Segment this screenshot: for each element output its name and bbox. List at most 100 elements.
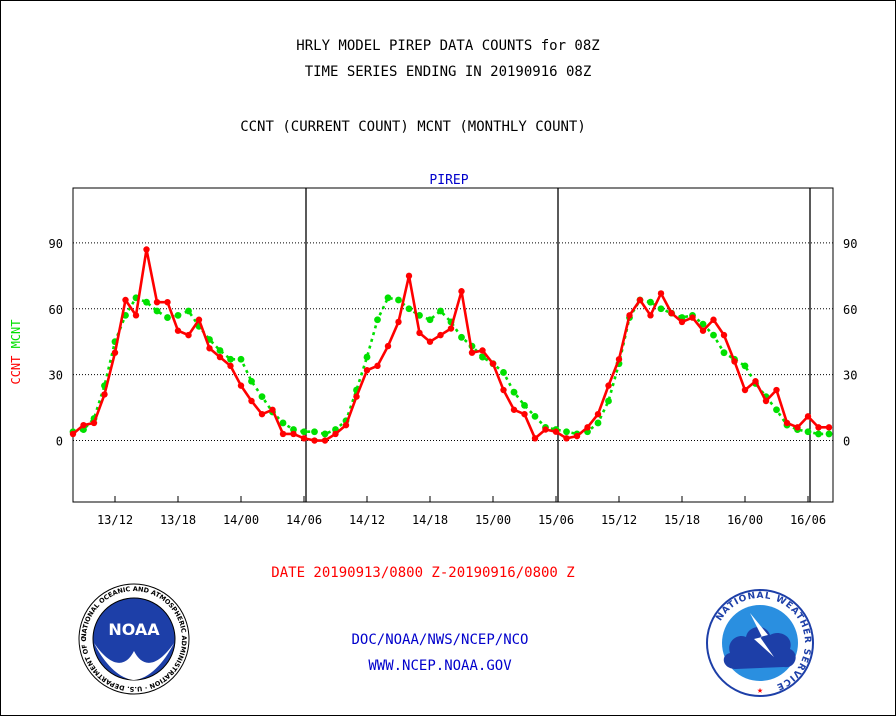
point-ccnt-61 [710, 316, 717, 323]
point-ccnt-54 [636, 296, 644, 304]
point-mcnt-9 [164, 314, 171, 321]
point-mcnt-42 [510, 388, 518, 396]
point-mcnt-17 [248, 377, 255, 385]
x-tick-label-11: 16/06 [790, 513, 826, 527]
point-mcnt-31 [395, 296, 402, 304]
day-separator-lines [305, 188, 811, 502]
point-ccnt-72 [825, 424, 833, 431]
point-ccnt-5 [122, 296, 129, 304]
x-tick-label-7: 15/06 [538, 513, 574, 527]
point-ccnt-59 [689, 314, 696, 321]
point-ccnt-47 [563, 435, 570, 442]
point-ccnt-46 [552, 428, 560, 435]
point-ccnt-22 [300, 435, 308, 442]
point-ccnt-1 [80, 421, 87, 429]
point-ccnt-55 [647, 312, 654, 319]
point-ccnt-24 [321, 437, 329, 444]
x-tick-label-4: 14/12 [349, 513, 385, 527]
point-mcnt-8 [153, 307, 161, 315]
y-axis-label-mcnt: MCNT [9, 319, 23, 348]
chart-title-line3: CCNT (CURRENT COUNT) MCNT (MONTHLY COUNT… [240, 119, 586, 135]
point-mcnt-22 [300, 428, 308, 436]
point-mcnt-47 [563, 428, 570, 436]
y-tick-left-0: 0 [56, 435, 63, 449]
point-ccnt-67 [773, 386, 780, 394]
point-ccnt-18 [258, 410, 266, 418]
point-mcnt-11 [185, 307, 192, 315]
point-ccnt-57 [668, 309, 675, 317]
point-ccnt-56 [657, 290, 665, 297]
point-ccnt-19 [269, 406, 276, 413]
point-ccnt-25 [332, 430, 339, 438]
point-ccnt-51 [605, 382, 612, 389]
y-axis-label: CCNT MCNT [9, 319, 23, 384]
point-mcnt-16 [237, 355, 245, 363]
nws-star-icon: ★ [757, 685, 763, 696]
point-ccnt-30 [384, 342, 392, 350]
x-tick-label-5: 14/18 [412, 513, 448, 527]
point-ccnt-13 [206, 345, 213, 352]
noaa-gull-icon [94, 643, 174, 680]
y-tick-right-90: 90 [843, 237, 857, 251]
point-ccnt-44 [531, 435, 539, 442]
point-ccnt-68 [783, 419, 791, 427]
point-ccnt-31 [395, 318, 402, 326]
point-mcnt-62 [720, 349, 728, 357]
chart-title-line2: TIME SERIES ENDING IN 20190916 08Z [304, 64, 592, 80]
point-mcnt-70 [804, 428, 812, 436]
point-mcnt-15 [227, 355, 234, 363]
point-ccnt-36 [447, 325, 455, 332]
point-ccnt-4 [111, 349, 119, 356]
point-ccnt-20 [279, 430, 287, 438]
x-tick-labels: 13/12 13/18 14/00 14/06 14/12 14/18 15/00 15/06… [97, 496, 826, 527]
point-ccnt-12 [195, 316, 203, 323]
point-mcnt-20 [279, 419, 287, 427]
point-ccnt-62 [720, 331, 728, 339]
point-ccnt-27 [353, 393, 360, 400]
point-mcnt-56 [657, 305, 665, 313]
point-mcnt-71 [815, 430, 822, 438]
y-tick-right-60: 60 [843, 303, 857, 317]
point-ccnt-50 [594, 410, 602, 418]
point-mcnt-7 [143, 298, 150, 306]
point-mcnt-51 [605, 397, 612, 405]
noaa-logo: NOAA NATIONAL OCEANIC AND ATMOSPHERIC AD… [78, 583, 190, 695]
point-mcnt-10 [174, 311, 182, 319]
point-ccnt-29 [374, 362, 381, 370]
point-mcnt-23 [311, 428, 318, 436]
point-mcnt-29 [374, 316, 381, 324]
point-ccnt-8 [153, 298, 161, 306]
point-ccnt-16 [237, 382, 245, 389]
point-ccnt-53 [626, 312, 633, 319]
chart-title-line1: HRLY MODEL PIREP DATA COUNTS for 08Z [296, 38, 600, 54]
point-mcnt-50 [594, 419, 602, 427]
point-ccnt-42 [510, 406, 518, 413]
series-line-ccnt [72, 248, 829, 442]
point-ccnt-66 [762, 397, 770, 405]
y-axis-label-ccnt: CCNT [9, 356, 23, 385]
point-ccnt-11 [185, 331, 192, 339]
point-ccnt-49 [584, 424, 591, 431]
point-mcnt-30 [384, 294, 392, 302]
point-ccnt-60 [699, 327, 707, 334]
point-ccnt-21 [290, 430, 297, 438]
point-mcnt-67 [773, 406, 780, 414]
point-ccnt-40 [489, 360, 497, 367]
x-tick-label-2: 14/00 [223, 513, 259, 527]
point-mcnt-14 [216, 347, 224, 354]
point-mcnt-61 [710, 331, 717, 339]
point-ccnt-6 [132, 312, 140, 319]
x-tick-label-0: 13/12 [97, 513, 133, 527]
website-link[interactable]: WWW.NCEP.NOAA.GOV [368, 658, 512, 674]
point-ccnt-15 [227, 362, 234, 370]
point-mcnt-37 [458, 333, 465, 341]
x-tick-label-10: 16/00 [727, 513, 763, 527]
x-tick-label-8: 15/12 [601, 513, 637, 527]
point-mcnt-55 [647, 298, 654, 306]
y-tick-right-30: 30 [843, 369, 857, 383]
nws-lightning-icon [750, 613, 774, 657]
point-ccnt-41 [500, 386, 507, 394]
nws-cloud-icon [723, 626, 796, 669]
x-tick-label-9: 15/18 [664, 513, 700, 527]
